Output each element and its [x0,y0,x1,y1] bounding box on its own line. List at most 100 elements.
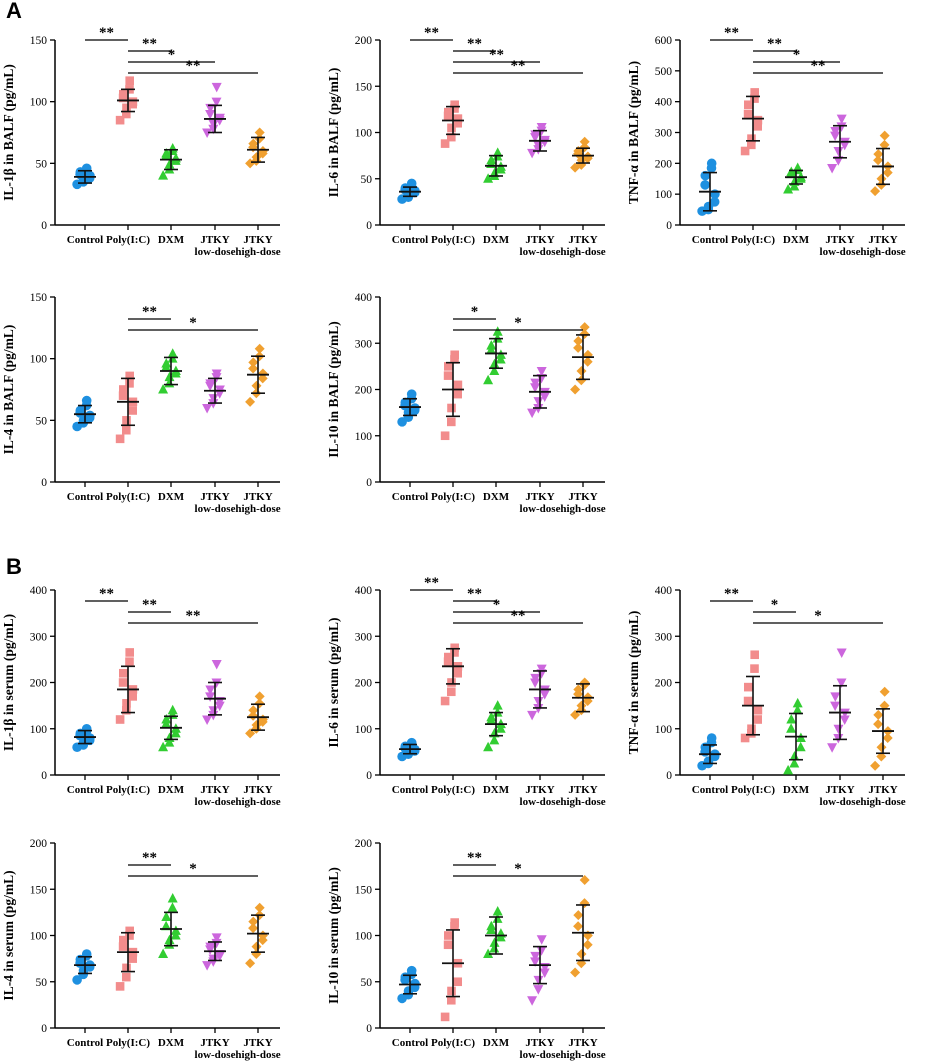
data-point [792,162,803,172]
data-point [744,100,753,110]
data-point [125,379,134,388]
y-tick-label: 200 [355,385,373,397]
data-point [254,691,265,702]
y-tick-label: 200 [655,678,673,690]
data-point [530,378,541,389]
data-point [700,180,710,190]
data-point [836,122,847,132]
y-tick-label: 50 [361,174,373,186]
data-point [753,115,763,125]
data-point [125,648,134,657]
data-point [158,948,169,958]
data-point [453,668,462,678]
x-tick-label: JTKY [568,234,597,246]
data-point [830,131,841,142]
data-point [530,383,541,393]
data-point [573,342,584,353]
data-point [536,946,547,956]
data-point [440,431,450,441]
data-point [539,690,550,700]
data-point [489,734,500,745]
data-point [125,76,134,85]
data-point [539,392,550,402]
x-tick-label: Control [67,1037,103,1049]
data-point [158,384,169,394]
chart-panel: 0 50 100 150 200 IL-10 in serum (pg/mL) Contro… [326,838,606,1061]
x-tick-label: high-dose [560,1049,605,1061]
x-tick-label: JTKY [568,1037,597,1049]
significance-label: * [168,47,176,63]
data-point [248,357,259,368]
data-point [125,931,134,940]
y-axis-title: IL-6 in serum (pg/mL) [326,617,341,747]
x-tick-label: low-dose [520,246,561,258]
chart-panel: 0 100 200 300 400 IL-6 in serum (pg/mL) Contro… [326,575,606,808]
y-axis-title: TNF-α in serum (pg/mL) [626,611,641,755]
data-point [450,355,459,364]
significance-label: ** [724,25,739,41]
x-tick-label: Control [67,234,103,246]
data-point [447,678,456,687]
data-point [254,343,265,354]
x-tick-label: Control [692,784,728,796]
data-point [122,972,131,982]
x-tick-label: JTKY [200,491,229,503]
chart-panel: 0 100 200 300 400 500 600 TNF-α in BALF (pg/mL)… [626,25,906,258]
data-point [119,385,128,394]
x-tick-label: low-dose [820,796,861,808]
data-point [205,110,216,120]
significance-label: * [793,47,801,63]
data-point [248,363,259,374]
x-tick-label: JTKY [243,234,272,246]
significance-label: ** [99,25,114,41]
panel-label-a: A [6,0,22,23]
data-point [830,692,841,702]
data-point [122,425,131,435]
data-point [750,88,759,97]
data-point [208,954,219,965]
y-tick-label: 0 [366,220,372,232]
data-point [882,733,893,743]
y-tick-label: 300 [355,631,373,643]
data-point [161,911,172,921]
x-tick-label: DXM [483,234,510,246]
data-point [248,916,259,927]
data-point [879,686,890,697]
data-point [836,114,847,125]
data-point [530,130,541,140]
data-point [248,710,259,721]
data-point [167,704,178,715]
data-point [827,743,838,753]
data-point [879,139,890,150]
data-point [118,678,128,687]
data-point [453,977,462,987]
y-axis-title: IL-4 in BALF (pg/mL) [1,325,16,455]
data-point [709,197,720,207]
data-point [248,705,259,716]
data-point [582,151,593,162]
data-point [492,700,503,710]
data-point [743,109,753,119]
chart-panel: 0 50 100 150 IL-1β in BALF (pg/mL) Control Pol… [1,25,281,258]
data-point [486,154,497,165]
data-point [876,173,887,184]
data-point [873,149,884,160]
y-tick-label: 0 [41,770,47,782]
x-tick-label: JTKY [243,491,272,503]
data-point [205,379,216,389]
x-tick-label: low-dose [820,246,861,258]
y-axis-title: IL-10 in BALF (pg/mL) [326,321,341,457]
data-point [122,699,131,708]
data-point [882,167,893,178]
data-point [211,933,222,943]
data-point [205,685,216,695]
data-point [530,673,541,684]
y-tick-label: 0 [366,770,372,782]
data-point [833,156,844,166]
data-point [122,963,131,973]
x-tick-label: Poly(I:C) [106,784,150,796]
data-point [833,724,844,735]
data-point [170,925,181,935]
significance-label: ** [467,850,482,866]
